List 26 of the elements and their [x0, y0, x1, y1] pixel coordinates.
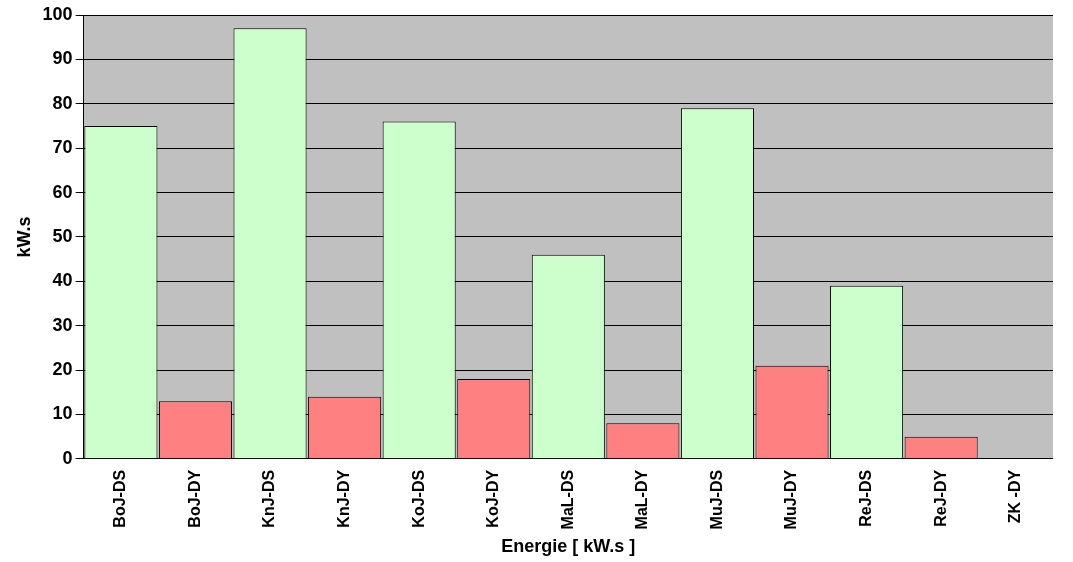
x-axis-title: Energie [ kW.s ]	[501, 536, 636, 557]
x-tick-label: MuJ-DS	[707, 469, 725, 530]
x-tick-label: KnJ-DS	[260, 469, 278, 528]
x-tick-label: BoJ-DS	[111, 469, 129, 528]
x-tick-label: ZK -DY	[1006, 469, 1024, 524]
x-tick-label: ReJ-DS	[856, 469, 874, 527]
y-tick-label: 90	[52, 48, 73, 69]
y-tick-label: 40	[52, 270, 73, 291]
y-axis-title: kW.s	[13, 216, 34, 258]
x-tick-label: BoJ-DY	[185, 469, 203, 528]
x-tick-label: MaL-DY	[633, 469, 651, 530]
x-tick-label: KnJ-DY	[335, 469, 353, 528]
y-tick-label: 80	[52, 92, 73, 113]
y-tick-label: 0	[62, 447, 73, 468]
y-tick-label: 100	[42, 3, 73, 24]
y-tick-label: 20	[52, 359, 73, 380]
y-tick-label: 30	[52, 314, 73, 335]
x-tick-label: MaL-DS	[558, 469, 576, 530]
x-tick-label: MuJ-DY	[782, 469, 800, 530]
y-tick-label: 70	[52, 137, 73, 158]
y-tick-label: 60	[52, 181, 73, 202]
x-tick-label: KoJ-DY	[484, 469, 502, 528]
x-tick-label: KoJ-DS	[409, 469, 427, 528]
x-tick-label: ReJ-DY	[931, 469, 949, 527]
y-tick-label: 10	[52, 403, 73, 424]
y-tick-label: 50	[52, 225, 73, 246]
